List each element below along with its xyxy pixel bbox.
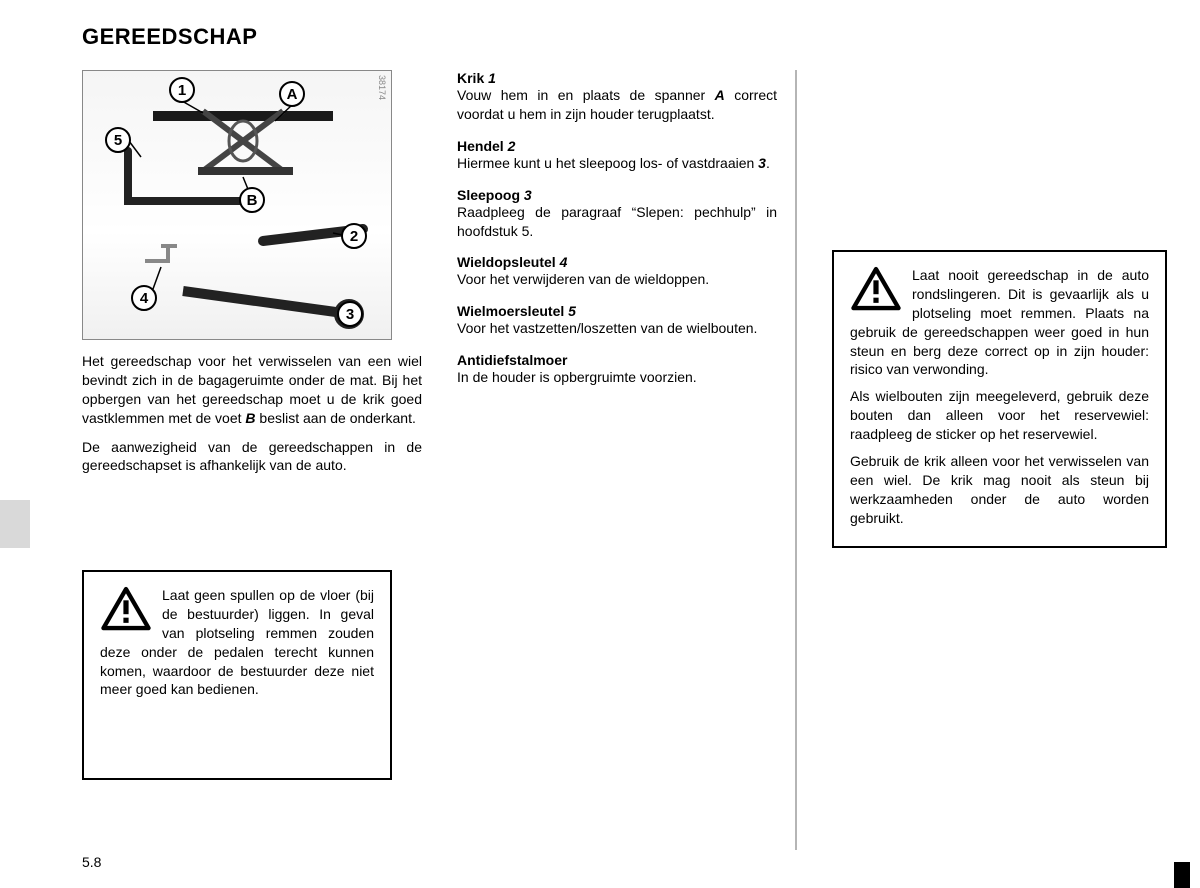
tools-illustration: [83, 71, 392, 340]
column-1: 38174: [82, 70, 422, 850]
heading-wielmoer: Wielmoersleutel 5: [457, 303, 777, 319]
text: Wieldopsleutel: [457, 254, 560, 270]
text: Sleepoog: [457, 187, 524, 203]
heading-wieldop: Wieldopsleutel 4: [457, 254, 777, 270]
intro-paragraph-2: De aanwezigheid van de gereedschappen in…: [82, 438, 422, 476]
text: Wielmoersleutel: [457, 303, 568, 319]
ref-1: 1: [488, 70, 496, 86]
ref-2: 2: [508, 138, 516, 154]
content-columns: 38174: [82, 70, 1177, 850]
text: Hiermee kunt u het sleepoog los- of vast…: [457, 155, 758, 171]
text: Hendel: [457, 138, 508, 154]
heading-hendel: Hendel 2: [457, 138, 777, 154]
warning-icon: [850, 266, 902, 312]
warning2-p2: Als wielbouten zijn meegeleverd, gebruik…: [850, 387, 1149, 444]
ref-3: 3: [524, 187, 532, 203]
body-wielmoer: Voor het vastzetten/loszetten van de wie…: [457, 319, 777, 338]
intro-paragraph-1: Het gereedschap voor het verwisselen van…: [82, 352, 422, 428]
heading-krik: Krik 1: [457, 70, 777, 86]
body-sleepoog: Raadpleeg de paragraaf “Slepen: pechhulp…: [457, 203, 777, 241]
column-2: Krik 1 Vouw hem in en plaats de spanner …: [457, 70, 797, 850]
body-krik: Vouw hem in en plaats de spanner A corre…: [457, 86, 777, 124]
callout-4: 4: [131, 285, 157, 311]
body-antidiefstal: In de houder is opbergruimte voorzien.: [457, 368, 777, 387]
tools-diagram: 38174: [82, 70, 392, 340]
page-title: GEREEDSCHAP: [82, 24, 257, 50]
ref-B: B: [245, 410, 255, 426]
heading-antidiefstal: Antidiefstalmoer: [457, 352, 777, 368]
corner-mark: [1174, 862, 1190, 888]
ref-3: 3: [758, 155, 766, 171]
callout-2: 2: [341, 223, 367, 249]
section-tab: [0, 500, 30, 548]
warning-box-2: Laat nooit gereedschap in de auto rondsl…: [832, 250, 1167, 548]
callout-1: 1: [169, 77, 195, 103]
body-hendel: Hiermee kunt u het sleepoog los- of vast…: [457, 154, 777, 173]
callout-5: 5: [105, 127, 131, 153]
text: Krik: [457, 70, 488, 86]
warning2-p3: Gebruik de krik alleen voor het verwisse…: [850, 452, 1149, 528]
callout-A: A: [279, 81, 305, 107]
callout-3: 3: [337, 301, 363, 327]
body-wieldop: Voor het verwijderen van de wieldoppen.: [457, 270, 777, 289]
column-3: Laat nooit gereedschap in de auto rondsl…: [832, 70, 1172, 850]
page-number: 5.8: [82, 854, 101, 870]
callout-B: B: [239, 187, 265, 213]
ref-5: 5: [568, 303, 576, 319]
text: beslist aan de onderkant.: [256, 410, 416, 426]
warning-box-1: Laat geen spullen op de vloer (bij de be…: [82, 570, 392, 780]
warning-icon: [100, 586, 152, 632]
heading-sleepoog: Sleepoog 3: [457, 187, 777, 203]
ref-4: 4: [560, 254, 568, 270]
text: .: [766, 155, 770, 171]
ref-A: A: [715, 87, 725, 103]
text: Vouw hem in en plaats de spanner: [457, 87, 715, 103]
